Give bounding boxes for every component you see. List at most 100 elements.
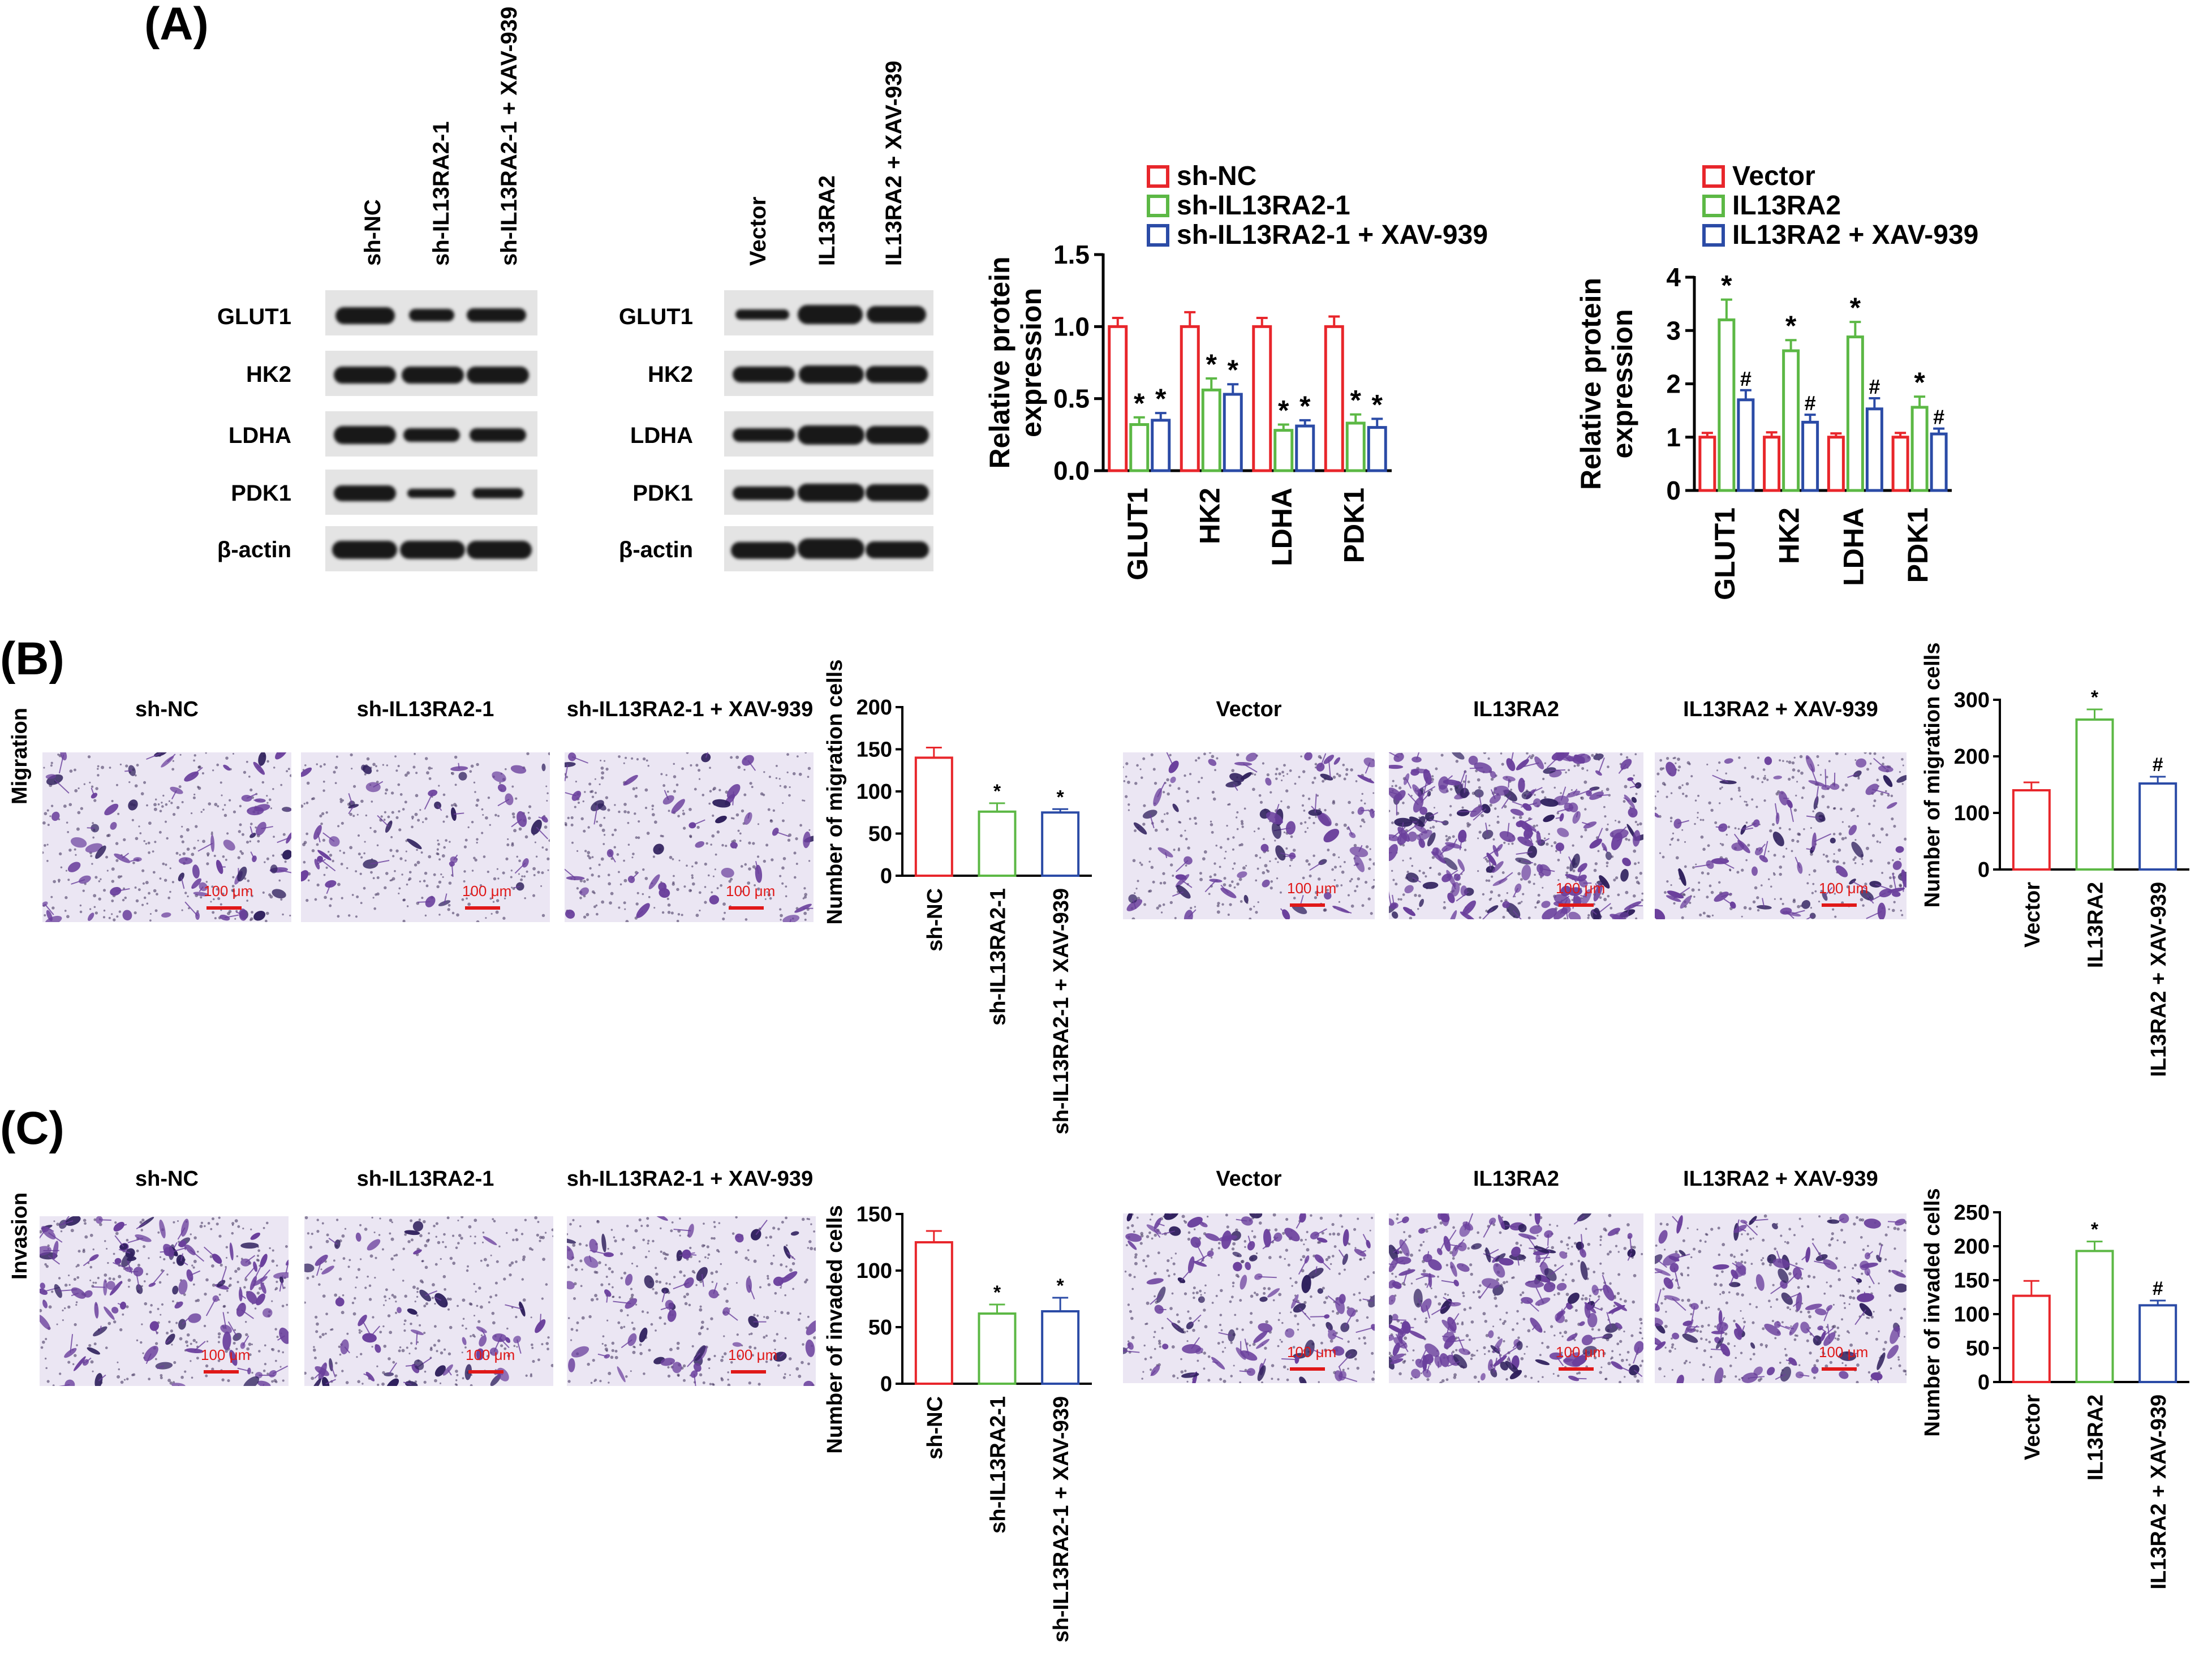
pore-dot <box>1282 1232 1285 1235</box>
pore-dot <box>739 832 742 835</box>
pore-dot <box>1868 823 1871 825</box>
pore-dot <box>419 1324 421 1327</box>
pore-dot <box>1142 757 1146 760</box>
pore-dot <box>763 859 766 863</box>
pore-dot <box>541 846 544 849</box>
cell-body <box>1521 791 1532 799</box>
pore-dot <box>312 1275 315 1278</box>
pore-dot <box>307 879 310 882</box>
cell-process <box>1503 1345 1520 1357</box>
pore-dot <box>206 852 210 856</box>
pore-dot <box>1685 782 1689 786</box>
pore-dot <box>115 842 119 845</box>
cell-body <box>104 803 119 816</box>
pore-dot <box>1278 1293 1282 1297</box>
pore-dot <box>1609 1282 1612 1285</box>
pore-dot <box>139 832 142 834</box>
pore-dot <box>724 1352 727 1355</box>
pore-dot <box>1500 899 1503 903</box>
pore-dot <box>474 1235 476 1238</box>
pore-dot <box>1229 1300 1232 1303</box>
pore-dot <box>1258 1221 1262 1225</box>
pore-dot <box>1477 1231 1479 1234</box>
pore-dot <box>1368 858 1372 861</box>
pore-dot <box>1521 901 1523 903</box>
cell-process <box>1526 1300 1539 1312</box>
pore-dot <box>1527 1329 1531 1333</box>
pore-dot <box>1754 886 1758 890</box>
pore-dot <box>1153 1336 1155 1338</box>
pore-dot <box>272 788 274 790</box>
pore-dot <box>1617 1273 1621 1276</box>
pore-dot <box>106 1247 108 1250</box>
pore-dot <box>699 909 701 912</box>
pore-dot <box>516 1346 518 1348</box>
pore-dot <box>1744 800 1746 803</box>
pore-dot <box>352 815 355 817</box>
pore-dot <box>305 802 309 804</box>
cell-texture <box>1123 752 1375 919</box>
pore-dot <box>1556 812 1559 815</box>
cell-body <box>1740 824 1746 835</box>
cell-body <box>1576 754 1591 763</box>
pore-dot <box>222 855 225 858</box>
pore-dot <box>754 884 756 886</box>
cell-body <box>1460 885 1468 897</box>
pore-dot <box>1708 801 1711 805</box>
pore-dot <box>583 829 586 833</box>
pore-dot <box>1607 894 1610 898</box>
pore-dot <box>1616 1342 1620 1345</box>
pore-dot <box>1655 795 1656 798</box>
pore-dot <box>249 840 252 843</box>
pore-dot <box>795 862 798 865</box>
pore-dot <box>1434 1295 1438 1299</box>
pore-dot <box>610 1229 613 1231</box>
pore-dot <box>603 816 606 819</box>
pore-dot <box>626 1314 629 1316</box>
cell-body <box>1211 1357 1225 1370</box>
pore-dot <box>1857 777 1860 780</box>
pore-dot <box>552 1235 553 1237</box>
cell-body <box>1316 1237 1328 1243</box>
pore-dot <box>1669 843 1672 846</box>
cell-body <box>688 822 696 829</box>
pore-dot <box>1537 1380 1539 1383</box>
pore-dot <box>1371 1351 1374 1355</box>
pore-dot <box>721 1355 724 1358</box>
pore-dot <box>1340 884 1343 886</box>
pore-dot <box>1124 1270 1127 1273</box>
pore-dot <box>527 816 531 820</box>
pore-dot <box>1261 1381 1263 1383</box>
pore-dot <box>416 1341 419 1344</box>
pore-dot <box>503 1347 507 1350</box>
pore-dot <box>1284 1258 1286 1260</box>
cell-body <box>262 1308 273 1318</box>
pore-dot <box>1810 907 1813 909</box>
pore-dot <box>567 1317 570 1319</box>
pore-dot <box>1317 1241 1320 1244</box>
pore-dot <box>231 1232 234 1235</box>
pore-dot <box>74 768 76 772</box>
pore-dot <box>316 1219 319 1221</box>
pore-dot <box>322 838 326 842</box>
pore-dot <box>465 1327 467 1330</box>
pore-dot <box>397 783 401 786</box>
pore-dot <box>786 1311 790 1315</box>
pore-dot <box>222 1305 226 1308</box>
pore-dot <box>324 1332 327 1335</box>
pore-dot <box>1417 907 1419 910</box>
pore-dot <box>46 1380 50 1383</box>
pore-dot <box>1515 1241 1519 1245</box>
pore-dot <box>1355 885 1359 888</box>
cell-body <box>1442 820 1449 826</box>
pore-dot <box>1620 753 1623 756</box>
cell-body <box>644 1275 655 1289</box>
cell-body <box>1229 773 1245 782</box>
pore-dot <box>1816 755 1819 758</box>
cell-body <box>1389 1355 1395 1370</box>
pore-dot <box>795 837 798 841</box>
pore-dot <box>447 903 451 907</box>
cell-body <box>1612 912 1629 919</box>
pore-dot <box>1641 898 1643 902</box>
pore-dot <box>686 864 688 867</box>
